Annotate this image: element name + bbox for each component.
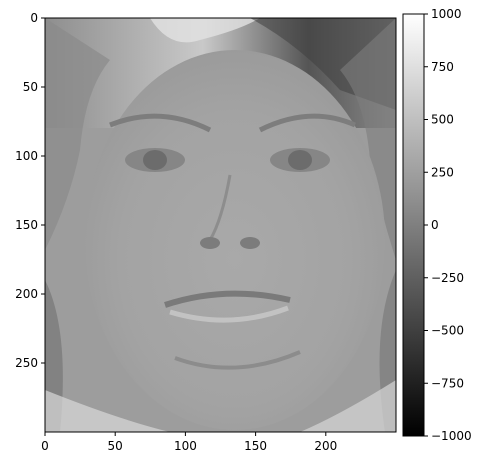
- colorbar-tick-label: 250: [431, 165, 454, 179]
- y-tick-label: 0: [30, 11, 38, 25]
- x-tick-label: 100: [174, 439, 197, 453]
- y-tick-label: 50: [23, 80, 38, 94]
- x-axis: 0 50 100 150 200: [41, 432, 337, 453]
- x-tick-label: 0: [41, 439, 49, 453]
- x-tick-label: 150: [244, 439, 267, 453]
- colorbar-tick-label: 500: [431, 113, 454, 127]
- y-tick-label: 150: [15, 218, 38, 232]
- x-tick-label: 50: [108, 439, 123, 453]
- x-tick-label: 200: [314, 439, 337, 453]
- colorbar-tick-label: −750: [431, 376, 464, 390]
- colorbar-tick-label: 1000: [431, 7, 462, 21]
- y-tick-label: 100: [15, 149, 38, 163]
- colorbar-tick-label: −500: [431, 324, 464, 338]
- colorbar-tick-label: 0: [431, 218, 439, 232]
- colorbar-axis: −1000 −750 −500 −250 0 250 500 750 1000: [424, 7, 472, 443]
- heatmap-image: [45, 18, 396, 432]
- colorbar: [402, 13, 425, 437]
- colorbar-tick-label: −250: [431, 271, 464, 285]
- colorbar-tick-label: −1000: [431, 429, 472, 443]
- colorbar-tick-label: 750: [431, 60, 454, 74]
- y-axis: 0 50 100 150 200 250: [15, 11, 45, 370]
- y-tick-label: 200: [15, 287, 38, 301]
- y-tick-label: 250: [15, 356, 38, 370]
